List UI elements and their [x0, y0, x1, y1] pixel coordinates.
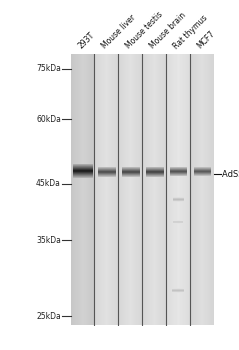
Text: Mouse liver: Mouse liver: [100, 13, 137, 51]
Text: 75kDa: 75kDa: [36, 64, 61, 73]
Text: 60kDa: 60kDa: [36, 114, 61, 124]
Text: Rat thymus: Rat thymus: [172, 13, 209, 51]
Text: Mouse brain: Mouse brain: [148, 11, 187, 51]
Text: MCF7: MCF7: [196, 29, 217, 51]
Text: Mouse testis: Mouse testis: [124, 10, 164, 51]
Text: 25kDa: 25kDa: [36, 312, 61, 321]
Text: 293T: 293T: [76, 31, 96, 51]
Text: AdSS 2: AdSS 2: [222, 170, 239, 178]
Text: 45kDa: 45kDa: [36, 180, 61, 188]
Text: 35kDa: 35kDa: [36, 236, 61, 245]
